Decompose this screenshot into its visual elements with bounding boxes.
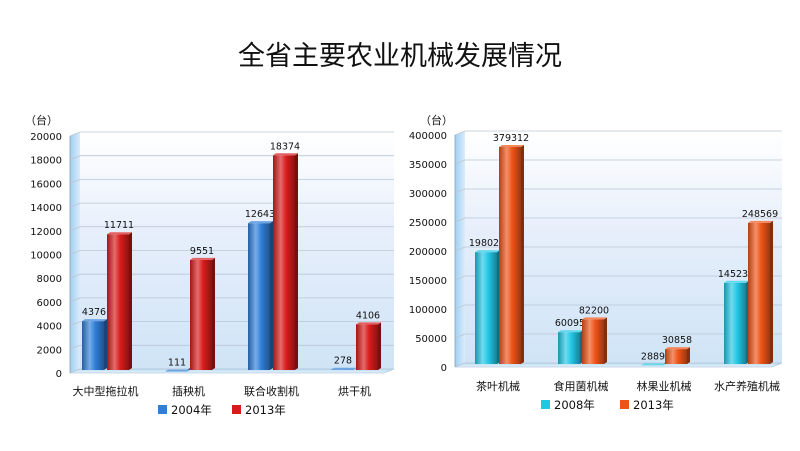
bar [582, 319, 604, 364]
bar [107, 234, 129, 370]
y-tick-label: 300000 [409, 189, 447, 200]
legend-entry: 2013年 [245, 403, 286, 417]
x-tick-label: 大中型拖拉机 [73, 384, 139, 398]
x-tick-label: 联合收割机 [244, 384, 299, 398]
bar-top [248, 221, 273, 223]
legend-entry: 2013年 [633, 398, 674, 412]
bar-top [356, 322, 381, 324]
bar-top [475, 250, 500, 252]
y-tick-label: 12000 [30, 227, 62, 238]
x-tick-label: 插秧机 [172, 384, 205, 398]
x-tick-label: 食用菌机械 [554, 379, 609, 393]
y-unit-label: （台） [420, 113, 453, 127]
data-label: 278 [334, 356, 352, 367]
bar-top [331, 368, 356, 370]
chart-1: 0 2000 4000 6000 8000 10000 12000 14000 16000 180… [25, 113, 394, 417]
bar-side [687, 347, 690, 364]
y-tick-label: 2000 [37, 345, 62, 356]
chart-2: 0 50000 100000 150000 200000 250000 300000 3500… [409, 113, 782, 412]
bar-side [270, 221, 273, 370]
bar-top [582, 317, 607, 319]
bar-side [104, 319, 107, 370]
bar-top [190, 258, 215, 260]
y-tick-label: 14000 [30, 203, 62, 214]
data-label: 4106 [356, 310, 380, 321]
bar [475, 252, 497, 364]
legend-swatch [541, 400, 550, 409]
bar [724, 283, 746, 364]
y-tick-label: 200000 [409, 247, 447, 258]
y-tick-label: 6000 [37, 298, 62, 309]
bar-side [295, 153, 298, 370]
y-tick-label: 8000 [37, 274, 62, 285]
page-title: 全省主要农业机械发展情况 [238, 41, 562, 72]
bar [82, 321, 104, 370]
y-tick-label: 250000 [409, 218, 447, 229]
bar-top [82, 319, 107, 321]
data-label: 60095 [555, 318, 585, 329]
bar-top [165, 370, 190, 372]
bar-side [770, 221, 773, 364]
y-unit-label: （台） [25, 113, 58, 127]
bar [248, 223, 270, 370]
bar [558, 332, 580, 364]
bar [665, 349, 687, 364]
data-label: 248569 [742, 209, 778, 220]
bar [499, 147, 521, 364]
bar-side [521, 145, 524, 364]
bar-top [273, 153, 298, 155]
data-label: 379312 [493, 133, 529, 144]
y-tick-label: 20000 [30, 132, 62, 143]
y-tick-label: 10000 [30, 251, 62, 262]
y-tick-label: 100000 [409, 305, 447, 316]
bar-top [107, 232, 132, 234]
y-tick-label: 400000 [409, 131, 447, 142]
legend-swatch [158, 405, 167, 414]
x-tick-label: 林果业机械 [637, 379, 692, 393]
y-tick-label: 0 [441, 363, 447, 374]
y-tick-label: 0 [56, 369, 62, 380]
x-tick-label: 烘干机 [338, 384, 371, 398]
legend-swatch [232, 405, 241, 414]
legend-entry: 2008年 [554, 398, 595, 412]
legend-swatch [620, 400, 629, 409]
bar-top [748, 221, 773, 223]
bar-top [665, 347, 690, 349]
data-label: 111 [168, 358, 186, 369]
data-label: 2889 [641, 351, 665, 362]
x-tick-label: 水产养殖机械 [714, 379, 780, 393]
y-tick-label: 18000 [30, 156, 62, 167]
bar [748, 223, 770, 364]
bar-side [378, 322, 381, 370]
y-tick-label: 4000 [37, 322, 62, 333]
y-tick-label: 150000 [409, 276, 447, 287]
bar-top [724, 281, 749, 283]
x-tick-label: 茶叶机械 [476, 379, 520, 393]
bar [356, 324, 378, 370]
bar [273, 155, 295, 370]
bar-top [499, 145, 524, 147]
bar-top [641, 363, 666, 365]
data-label: 30858 [662, 335, 692, 346]
y-tick-label: 350000 [409, 160, 447, 171]
y-tick-label: 50000 [415, 334, 447, 345]
y-tick-label: 16000 [30, 179, 62, 190]
bar [190, 260, 212, 370]
bar-side [129, 232, 132, 370]
legend-entry: 2004年 [171, 403, 212, 417]
data-label: 9551 [190, 246, 214, 257]
bar-top [558, 330, 583, 332]
data-label: 82200 [579, 305, 609, 316]
bar-side [604, 317, 607, 364]
bar-side [212, 258, 215, 370]
data-label: 12643 [245, 209, 275, 220]
data-label: 18374 [270, 141, 300, 152]
data-label: 4376 [82, 307, 106, 318]
data-label: 11711 [104, 220, 134, 231]
